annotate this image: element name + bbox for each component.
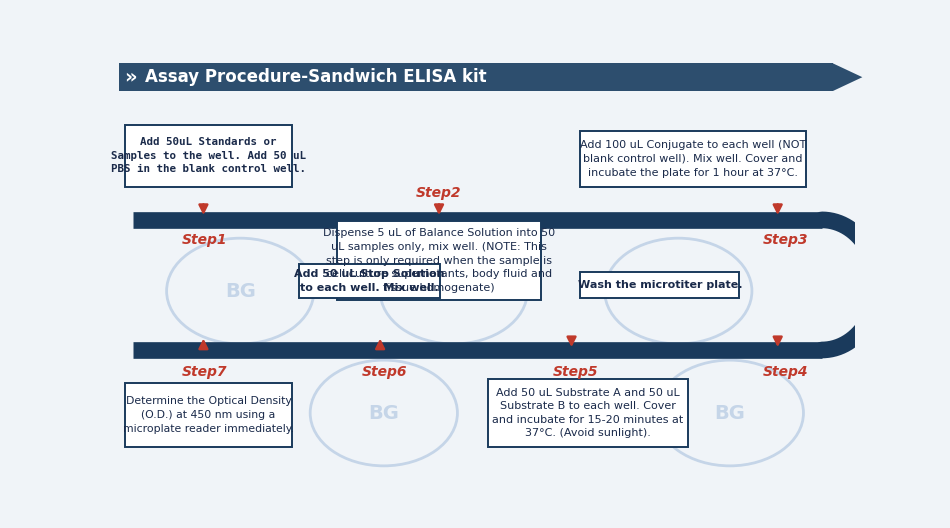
Text: Step7: Step7 xyxy=(181,365,227,379)
FancyBboxPatch shape xyxy=(299,264,440,298)
Text: Step5: Step5 xyxy=(553,365,598,379)
FancyBboxPatch shape xyxy=(488,379,688,447)
Text: Step1: Step1 xyxy=(181,233,227,247)
Text: Add 100 uL Conjugate to each well (NOT
blank control well). Mix well. Cover and
: Add 100 uL Conjugate to each well (NOT b… xyxy=(580,140,807,177)
Text: BG: BG xyxy=(438,281,469,300)
Text: Add 50 uL Substrate A and 50 uL
Substrate B to each well. Cover
and incubate for: Add 50 uL Substrate A and 50 uL Substrat… xyxy=(492,388,684,438)
Text: BG: BG xyxy=(714,403,745,422)
FancyBboxPatch shape xyxy=(580,271,739,298)
Text: Determine the Optical Density
(O.D.) at 450 nm using a
microplate reader immedia: Determine the Optical Density (O.D.) at … xyxy=(124,397,294,433)
Text: Step4: Step4 xyxy=(763,365,808,379)
Text: Add 50 uL Stop Solution
to each well. Mix well.: Add 50 uL Stop Solution to each well. Mi… xyxy=(294,269,445,293)
FancyBboxPatch shape xyxy=(337,221,541,300)
FancyBboxPatch shape xyxy=(580,131,806,186)
Text: Dispense 5 uL of Balance Solution into 50
uL samples only, mix well. (NOTE: This: Dispense 5 uL of Balance Solution into 5… xyxy=(323,228,555,293)
Text: BG: BG xyxy=(663,281,693,300)
Text: Step6: Step6 xyxy=(362,365,408,379)
Text: Add 50uL Standards or
Samples to the well. Add 50 uL
PBS in the blank control we: Add 50uL Standards or Samples to the wel… xyxy=(111,137,306,174)
Text: Step2: Step2 xyxy=(416,186,462,201)
Text: BG: BG xyxy=(369,403,399,422)
Text: BG: BG xyxy=(225,281,256,300)
Polygon shape xyxy=(833,63,863,91)
FancyBboxPatch shape xyxy=(125,383,292,447)
Text: Assay Procedure-Sandwich ELISA kit: Assay Procedure-Sandwich ELISA kit xyxy=(145,68,487,86)
Text: Step3: Step3 xyxy=(763,233,808,247)
Text: Wash the microtiter plate.: Wash the microtiter plate. xyxy=(578,280,742,290)
Text: »: » xyxy=(124,68,137,87)
FancyBboxPatch shape xyxy=(125,125,292,186)
FancyBboxPatch shape xyxy=(119,63,833,91)
